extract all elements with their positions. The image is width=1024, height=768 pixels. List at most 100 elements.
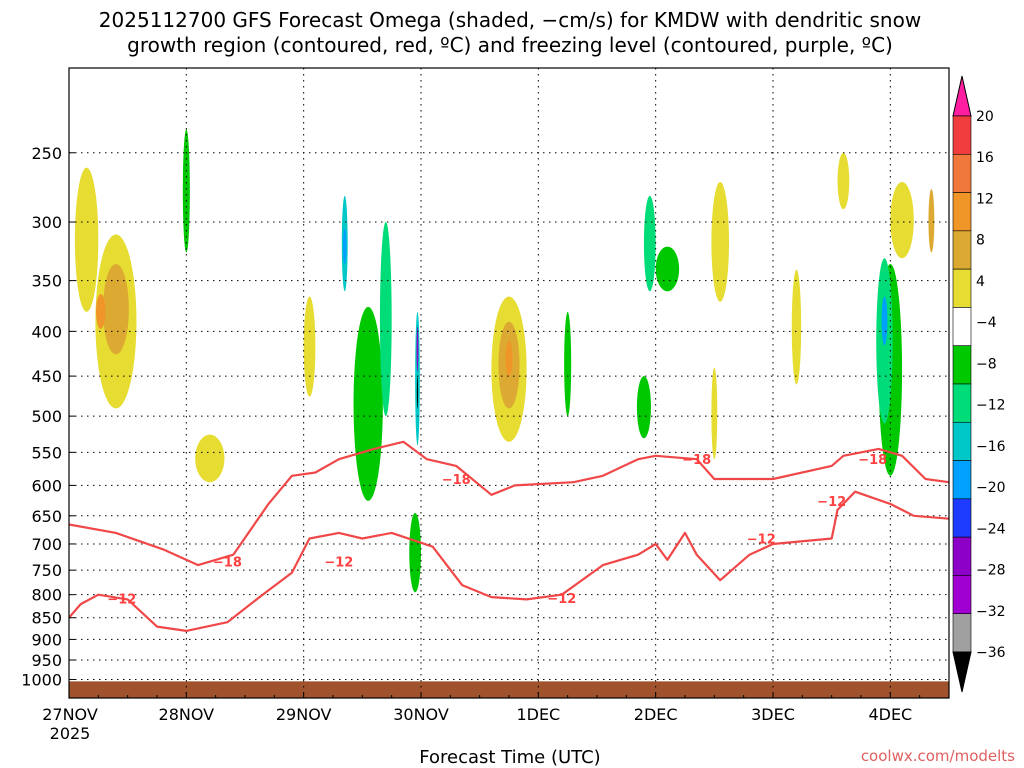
colorbar-label-11: −28 [976,563,1006,579]
contour-line-0 [69,490,949,632]
colorbar-label-8: −16 [976,439,1006,455]
credit-text: coolwx.com/modelts [861,747,1015,765]
y-tick-label-250: 250 [31,144,62,163]
y-tick-label-700: 700 [31,535,62,554]
y-tick-label-800: 800 [31,586,62,605]
x-tick-label-6: 3DEC [751,705,795,724]
ground-fill [69,681,949,698]
colorbar-label-12: −32 [976,604,1006,620]
omega-region-26 [881,296,888,346]
y-tick-label-1000: 1000 [21,670,62,689]
contour-label-extra-5: −18 [682,453,711,468]
omega-region-3 [95,293,106,329]
omega-region-29 [928,188,935,253]
colorbar-segment-9 [952,460,972,500]
omega-region-19 [643,195,656,292]
colorbar-bottom-arrow [952,651,972,693]
omega-region-2 [103,263,129,355]
y-tick-label-550: 550 [31,443,62,462]
y-tick-label-450: 450 [31,367,62,386]
omega-region-8 [409,512,421,593]
plot-area: −12 −18 −12 −12 −12 −12 −18 −18 −18 [68,67,950,699]
y-tick-label-400: 400 [31,322,62,341]
gridlines [69,68,949,698]
colorbar-label-10: −24 [976,521,1006,537]
omega-region-1 [74,167,99,312]
x-tick-label-2: 29NOV [276,705,332,724]
omega-region-9 [379,222,392,417]
x-tick-label-0: 27NOV [42,705,98,724]
colorbar-label-9: −20 [976,480,1006,496]
contour-label-extra-6: −18 [858,453,887,468]
colorbar-segment-4 [952,268,972,308]
omega-region-27 [837,152,850,210]
omega-region-28 [890,182,914,259]
omega-region-5 [303,296,316,397]
contour-line-1 [69,440,949,567]
y-tick-label-350: 350 [31,272,62,291]
colorbar-segment-13 [952,613,972,653]
omega-region-30 [791,269,802,385]
colorbar-segment-1 [952,153,972,193]
contour-label-extra-0: −12 [324,555,353,570]
y-tick-label-300: 300 [31,213,62,232]
colorbar-label-2: 12 [976,191,994,207]
omega-region-18 [564,311,572,417]
colorbar-segment-11 [952,536,972,576]
y-tick-label-750: 750 [31,561,62,580]
colorbar-label-7: −12 [976,398,1006,414]
x-axis: 27NOV 28NOV 29NOV 30NOV 1DEC 2DEC 3DEC 4DEC [42,692,921,724]
omega-region-22 [711,367,718,460]
contour-label-extra-2: −12 [747,532,776,547]
omega-shading [74,129,935,593]
omega-region-11 [342,228,347,264]
colorbar-label-4: 4 [976,274,985,290]
x-tick-label-3: 30NOV [393,705,449,724]
omega-region-14 [416,376,419,409]
omega-region-23 [711,182,729,302]
y-tick-label-600: 600 [31,476,62,495]
colorbar-segment-7 [952,383,972,423]
x-tick-label-5: 2DEC [634,705,678,724]
colorbar-label-13: −36 [976,645,1006,661]
colorbar-segment-3 [952,230,972,270]
colorbar-top-arrow [952,75,972,117]
colorbar-segment-8 [952,421,972,461]
colorbar-label-3: 8 [976,233,985,249]
colorbar: 20 16 12 8 4 −4 −8 −12 −16 −20 −24 −28 −32 −36 [952,75,1006,693]
x-axis-title: Forecast Time (UTC) [419,747,600,768]
omega-region-4 [195,434,225,483]
y-tick-label-850: 850 [31,609,62,628]
omega-region-20 [655,246,680,292]
omega-region-7 [182,129,190,253]
chart-title-line-2: growth region (contoured, red, ºC) and f… [127,33,893,57]
omega-region-13 [416,326,419,372]
ground-surface [69,681,949,698]
y-tick-label-950: 950 [31,651,62,670]
x-tick-year: 2025 [50,724,91,743]
contour-label: −18 [213,555,242,570]
colorbar-segment-10 [952,498,972,538]
colorbar-segment-12 [952,575,972,615]
x-tick-label-7: 4DEC [868,705,912,724]
chart-title-line-1: 2025112700 GFS Forecast Omega (shaded, −… [99,8,921,32]
omega-region-17 [505,340,513,377]
contour-label-extra-4: −18 [442,473,471,488]
contour-label-extra-3: −12 [817,495,846,510]
omega-region-21 [636,376,651,439]
y-tick-label-500: 500 [31,407,62,426]
colorbar-label-1: 16 [976,150,994,166]
colorbar-segment-6 [952,345,972,385]
colorbar-label-0: 20 [976,109,994,125]
contour-label-extra-1: −12 [547,592,576,607]
colorbar-label-6: −8 [976,356,997,372]
y-tick-label-650: 650 [31,507,62,526]
y-tick-label-900: 900 [31,630,62,649]
x-tick-label-1: 28NOV [159,705,215,724]
colorbar-label-5: −4 [976,315,997,331]
omega-region-6 [353,306,383,501]
x-tick-label-4: 1DEC [516,705,560,724]
colorbar-segment-0 [952,115,972,155]
y-axis: 250 300 350 400 450 500 550 600 650 700 750 800 850 9… [21,144,75,689]
